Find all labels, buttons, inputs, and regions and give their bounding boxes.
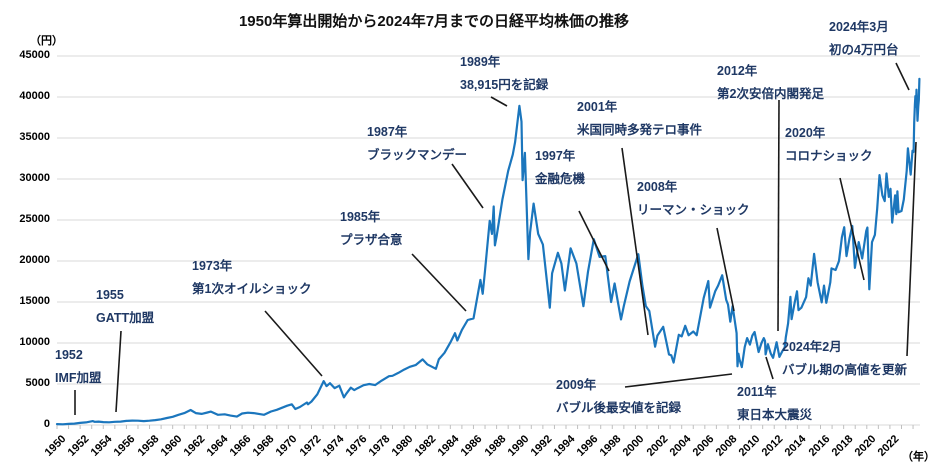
annotation-plaza-1985: 1985年プラザ合意 [340,206,403,252]
annotation-financial-crisis-1997: 1997年金融危機 [535,145,585,191]
annotation-oil-shock-1973: 1973年第1次オイルショック [192,255,311,301]
annotation-lehman-2008-line-2: リーマン・ショック [637,203,750,217]
leader-line-black-monday-1987 [451,163,484,209]
annotation-plaza-1985-line-1: 1985年 [340,210,381,224]
annotation-oil-shock-1973-line-2: 第1次オイルショック [192,282,312,296]
annotation-corona-2020-line-2: コロナショック [785,149,873,163]
y-tick-label-0: 0 [43,418,50,430]
annotation-peak-1989-line-2: 38,915円を記録 [460,78,549,92]
leader-line-corona-2020 [839,177,865,281]
y-tick-label-5000: 5000 [25,377,50,389]
annotation-peak-1989-line-1: 1989年 [460,55,501,69]
annotation-tohoku-2011-line-2: 東日本大震災 [737,408,813,422]
y-tick-label-25000: 25000 [19,213,50,225]
annotation-post-bubble-low-2009: 2009年バブル後最安値を記録 [556,374,681,420]
annotation-gatt-1955-line-1: 1955 [96,288,124,302]
annotation-tohoku-2011: 2011年東日本大震災 [737,381,812,427]
leader-line-40000-2024 [895,62,910,91]
leader-line-financial-crisis-1997 [578,210,610,272]
annotation-financial-crisis-1997-line-2: 金融危機 [535,172,586,186]
y-tick-label-30000: 30000 [19,172,50,184]
annotation-black-monday-1987-line-1: 1987年 [367,125,408,139]
annotation-gatt-1955-line-2: GATT加盟 [96,311,155,325]
annotation-40000-2024: 2024年3月 初の4万円台 [829,16,898,62]
leader-line-gatt-1955 [115,330,122,413]
y-tick-label-20000: 20000 [19,254,50,266]
annotation-post-bubble-low-2009-line-1: 2009年 [556,378,597,392]
annotation-bubble-high-2024: 2024年2月バブル期の高値を更新 [782,336,907,382]
annotation-financial-crisis-1997-line-1: 1997年 [535,149,576,163]
annotation-corona-2020: 2020年コロナショック [785,122,873,168]
annotation-bubble-high-2024-line-1: 2024年2月 [782,340,842,354]
leader-line-sept11-2001 [621,147,649,336]
annotation-bubble-high-2024-line-2: バブル期の高値を更新 [782,363,908,377]
y-tick-label-40000: 40000 [19,90,50,102]
annotation-tohoku-2011-line-1: 2011年 [737,385,777,399]
annotation-oil-shock-1973-line-1: 1973年 [192,259,233,273]
y-tick-label-10000: 10000 [19,336,50,348]
leader-line-plaza-1985 [411,253,467,312]
annotation-imf-1952-line-1: 1952 [55,348,83,362]
annotation-peak-1989: 1989年 38,915円を記録 [460,51,548,97]
leader-line-lehman-2008 [716,227,735,312]
annotation-black-monday-1987-line-2: ブラックマンデー [367,148,468,162]
leader-line-peak-1989 [490,96,508,107]
y-tick-label-35000: 35000 [19,131,50,143]
annotation-imf-1952: 1952 IMF加盟 [55,344,102,390]
series-line-nikkei [55,77,921,426]
annotation-abe-2012-line-1: 2012年 [717,64,758,78]
annotation-black-monday-1987: 1987年ブラックマンデー [367,121,467,167]
leader-line-tohoku-2011 [765,356,774,380]
y-tick-label-45000: 45000 [19,49,50,61]
leader-line-post-bubble-low-2009 [624,373,733,388]
x-axis-unit-label: （年） [902,451,935,463]
leader-line-oil-shock-1973 [264,310,323,377]
annotation-sept11-2001-line-1: 2001年 [577,100,618,114]
annotation-plaza-1985-line-2: プラザ合意 [340,233,403,247]
chart-title: 1950年算出開始から2024年7月までの日経平均株価の推移 [238,13,630,30]
annotation-gatt-1955: 1955 GATT加盟 [96,284,154,330]
annotation-sept11-2001-line-2: 米国同時多発テロ事件 [577,123,703,137]
annotation-abe-2012: 2012年第2次安倍内閣発足 [717,60,824,106]
y-axis-unit-label: （円） [30,35,63,47]
annotation-40000-2024-line-2: 初の4万円台 [829,43,899,57]
y-tick-label-15000: 15000 [19,295,50,307]
annotation-post-bubble-low-2009-line-2: バブル後最安値を記録 [556,401,682,415]
leader-line-bubble-high-2024 [906,141,917,357]
annotation-sept11-2001: 2001年米国同時多発テロ事件 [577,96,702,142]
leader-line-abe-2012 [777,99,780,332]
annotation-lehman-2008: 2008年リーマン・ショック [637,176,750,222]
annotation-lehman-2008-line-1: 2008年 [637,180,678,194]
annotation-corona-2020-line-1: 2020年 [785,126,826,140]
annotation-abe-2012-line-2: 第2次安倍内閣発足 [717,87,824,101]
annotation-40000-2024-line-1: 2024年3月 [829,20,889,34]
annotation-imf-1952-line-2: IMF加盟 [55,371,102,385]
